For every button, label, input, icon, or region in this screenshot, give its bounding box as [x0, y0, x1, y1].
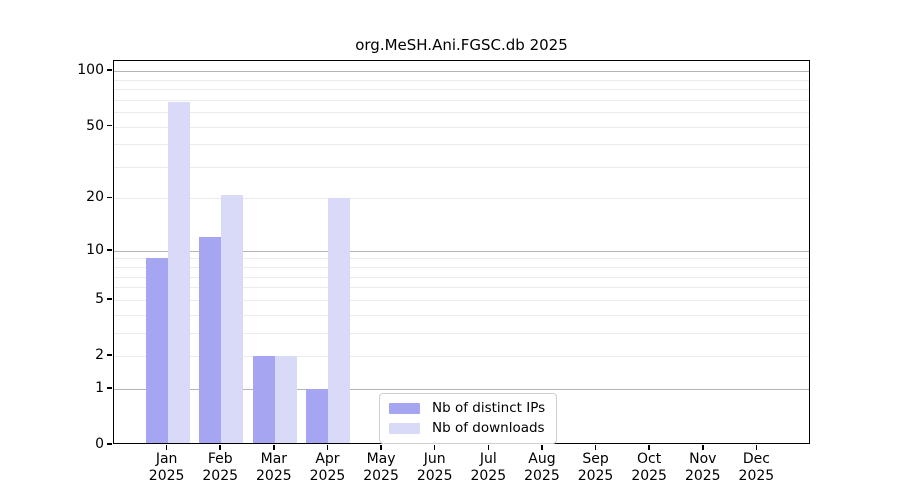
y-tick-mark [107, 387, 112, 389]
x-tick-mark [326, 445, 329, 450]
gridline-minor [114, 166, 809, 168]
x-tick-label: Oct 2025 [631, 451, 667, 484]
x-tick-mark [541, 445, 543, 450]
x-tick-label: Feb 2025 [202, 451, 239, 484]
x-tick-label: Aug 2025 [524, 451, 560, 484]
x-tick-label: Jul 2025 [470, 451, 507, 484]
y-tick-mark [107, 196, 112, 199]
gridline-minor [114, 314, 809, 316]
y-tick-mark [107, 69, 112, 71]
gridline-minor [114, 299, 809, 301]
bar-distinct-ips-feb [199, 237, 222, 443]
y-tick-mark [107, 248, 112, 251]
gridline-minor [114, 356, 809, 357]
bar-distinct-ips-apr [306, 388, 329, 443]
x-tick-mark [165, 445, 168, 450]
gridline-minor [114, 267, 809, 269]
y-tick-mark [107, 354, 112, 356]
gridline-minor [114, 99, 809, 101]
bar-downloads-feb [221, 194, 244, 443]
legend-item-downloads: Nb of downloads [389, 421, 545, 436]
bar-downloads-apr [328, 198, 351, 443]
x-tick-mark [487, 445, 490, 450]
plot-area: Nb of distinct IPs Nb of downloads [113, 60, 810, 444]
bar-downloads-mar [274, 356, 297, 443]
x-tick-mark [755, 445, 758, 450]
gridline-minor [114, 144, 809, 146]
x-tick-mark [701, 445, 704, 450]
x-tick-label: Dec 2025 [738, 451, 775, 484]
x-tick-mark [273, 445, 275, 450]
x-tick-label: Jan 2025 [148, 451, 185, 484]
y-tick-label: 5 [95, 290, 104, 307]
chart-title: org.MeSH.Ani.FGSC.db 2025 [355, 36, 568, 54]
y-tick-label: 2 [95, 347, 104, 363]
legend-swatch-distinct-ips [389, 403, 420, 414]
y-tick-label: 0 [95, 436, 104, 452]
gridline-minor [114, 276, 809, 278]
gridline-minor [114, 112, 809, 113]
gridline-minor [114, 198, 809, 200]
x-tick-mark [648, 445, 650, 450]
x-tick-label: Sep 2025 [577, 451, 614, 484]
plot-canvas [114, 61, 809, 443]
bar-downloads-jan [167, 102, 190, 443]
y-tick-label: 1 [95, 379, 104, 396]
x-tick-label: May 2025 [363, 451, 399, 484]
gridline-minor [114, 79, 809, 81]
legend-swatch-downloads [389, 423, 420, 434]
bar-distinct-ips-mar [252, 356, 275, 443]
x-tick-mark [594, 445, 597, 450]
gridline-minor [114, 126, 809, 128]
legend-label-distinct-ips: Nb of distinct IPs [432, 400, 546, 416]
gridline-minor [114, 332, 809, 334]
gridline-major [114, 250, 809, 252]
x-tick-mark [433, 445, 436, 450]
x-tick-label: Mar 2025 [256, 451, 292, 484]
y-tick-label: 100 [77, 62, 104, 79]
x-tick-mark [380, 445, 382, 450]
legend: Nb of distinct IPs Nb of downloads [379, 393, 558, 444]
legend-item-distinct-ips: Nb of distinct IPs [389, 401, 545, 416]
bar-distinct-ips-jan [145, 258, 168, 443]
x-tick-label: Nov 2025 [684, 451, 721, 484]
gridline-major [114, 388, 809, 390]
y-tick-label: 20 [86, 189, 104, 206]
y-tick-mark [107, 443, 112, 445]
x-tick-label: Apr 2025 [309, 451, 346, 484]
x-tick-mark [219, 445, 222, 450]
gridline-major [114, 71, 809, 73]
x-tick-label: Jun 2025 [416, 451, 453, 484]
gridline-minor [114, 287, 809, 289]
gridline-minor [114, 89, 809, 91]
y-tick-mark [107, 298, 112, 300]
gridline-minor [114, 258, 809, 260]
y-tick-mark [107, 124, 112, 127]
legend-label-downloads: Nb of downloads [432, 420, 545, 436]
y-tick-label: 10 [86, 241, 104, 258]
y-tick-label: 50 [86, 117, 104, 134]
